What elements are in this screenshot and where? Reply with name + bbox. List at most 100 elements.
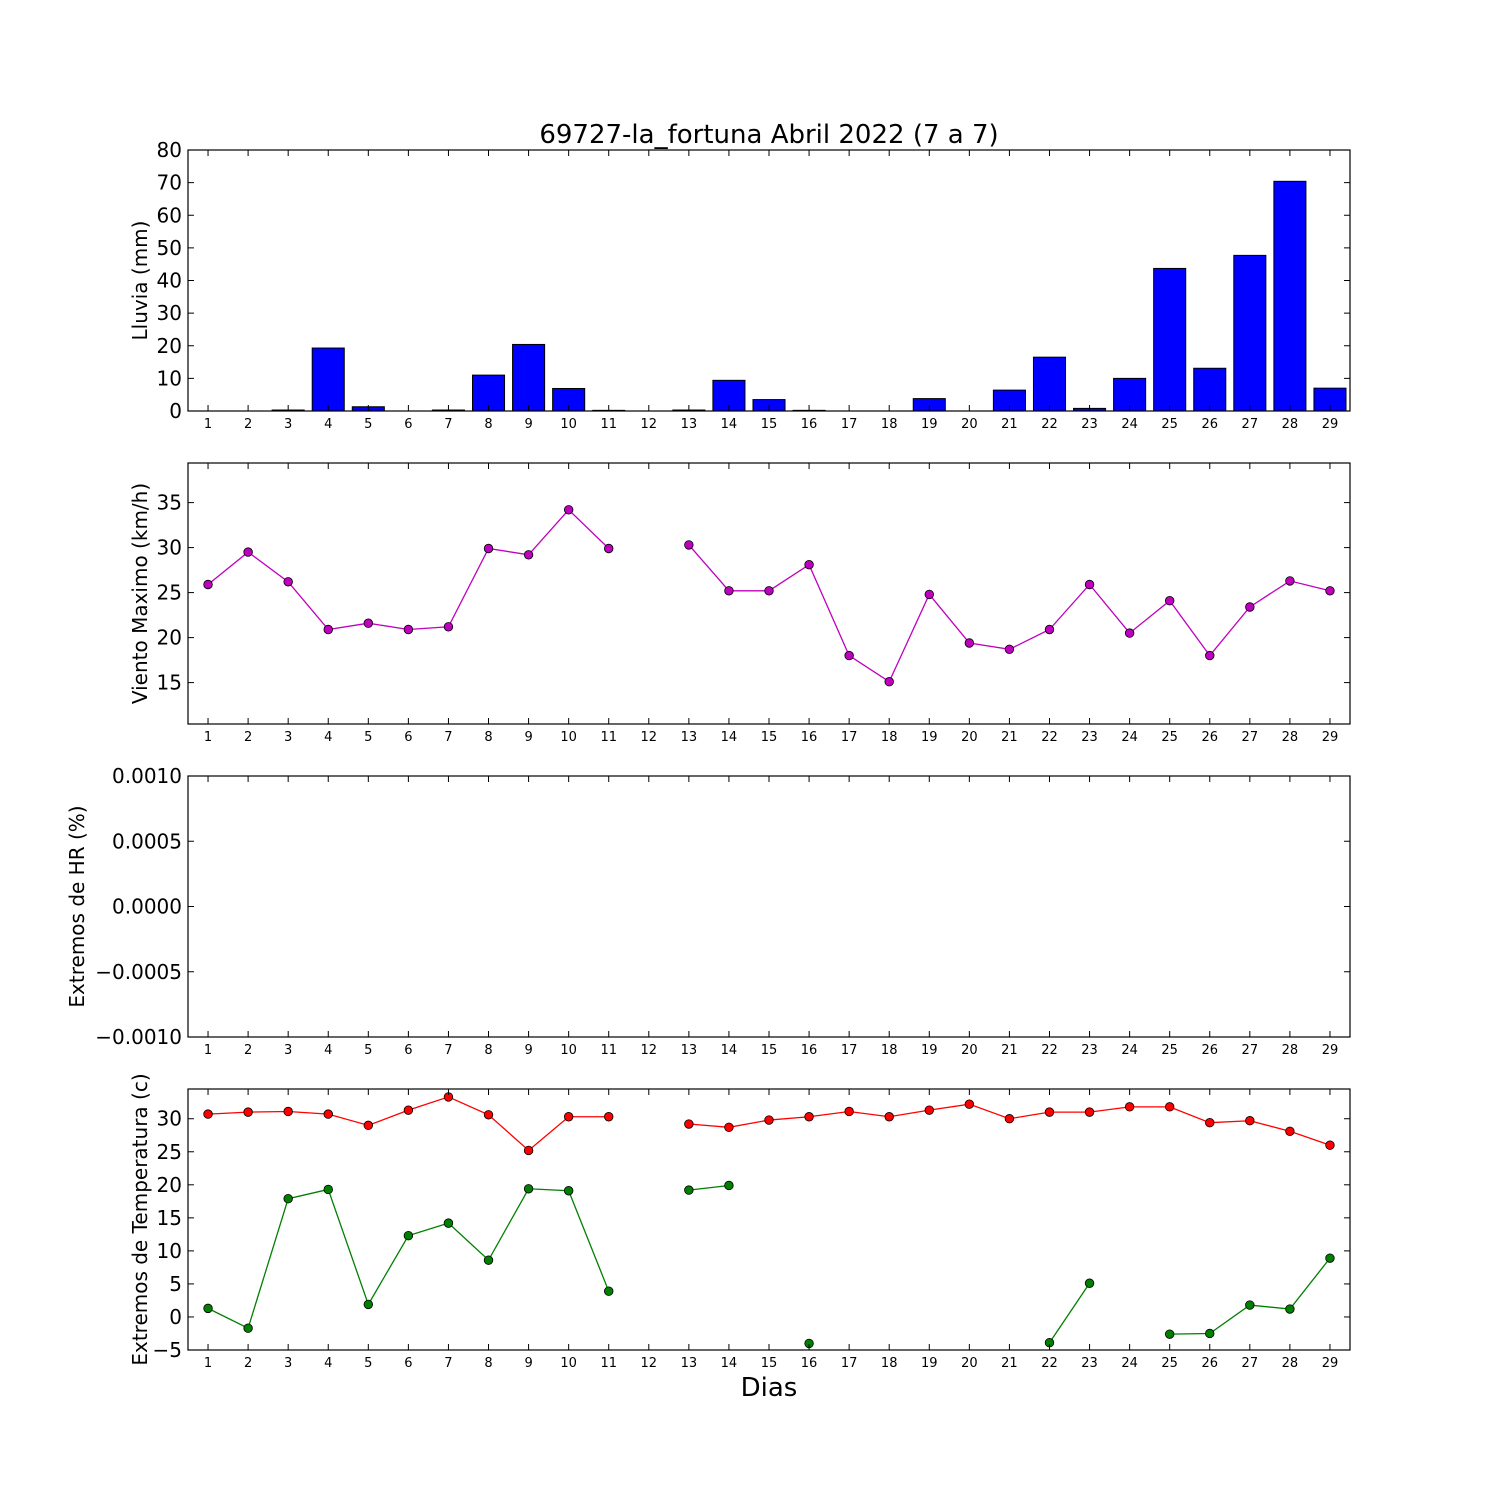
x-tick-label: 18 <box>881 417 898 432</box>
y-tick-label: 50 <box>157 236 182 260</box>
data-point <box>684 1185 694 1195</box>
y-tick-label: 35 <box>157 491 182 515</box>
data-point <box>1325 586 1335 596</box>
data-point <box>604 1286 614 1296</box>
y-tick-label: 15 <box>157 671 182 695</box>
x-tick-label: 6 <box>404 417 412 432</box>
data-point <box>1044 1107 1055 1117</box>
data-point <box>1205 1117 1215 1128</box>
x-tick-label: 17 <box>841 730 858 745</box>
y-tick-label: 25 <box>157 1140 182 1164</box>
x-tick-label: 25 <box>1161 1043 1178 1058</box>
x-tick-label: 28 <box>1282 730 1299 745</box>
y-tick-label: 20 <box>157 626 182 650</box>
x-tick-label: 18 <box>881 730 898 745</box>
data-point <box>323 1109 333 1119</box>
series-line <box>688 1103 1331 1146</box>
y-tick-label: 0.0010 <box>112 764 182 788</box>
x-tick-label: 2 <box>244 730 252 745</box>
x-tick-label: 15 <box>761 730 778 745</box>
y-tick-label: 10 <box>157 1239 182 1263</box>
data-point <box>443 622 454 632</box>
x-tick-label: 24 <box>1121 1043 1138 1058</box>
x-tick-label: 13 <box>681 1043 698 1058</box>
x-tick-label: 8 <box>484 417 492 432</box>
y-tick-label: 30 <box>157 1107 182 1131</box>
data-point <box>764 586 774 596</box>
data-point <box>363 1299 374 1310</box>
data-point <box>924 589 934 600</box>
y-tick-label: 25 <box>157 581 182 605</box>
data-point <box>724 1180 734 1191</box>
data-point <box>1124 1102 1135 1112</box>
x-tick-label: 2 <box>244 1043 252 1058</box>
data-point <box>1004 644 1015 655</box>
x-tick-label: 22 <box>1041 1356 1058 1371</box>
data-point <box>1285 576 1295 586</box>
x-tick-label: 22 <box>1041 1043 1058 1058</box>
x-tick-label: 15 <box>761 1356 778 1371</box>
data-point <box>1044 624 1055 635</box>
data-point <box>1285 1304 1295 1314</box>
x-tick-label: 24 <box>1121 417 1138 432</box>
data-point <box>1245 1300 1255 1310</box>
data-point <box>1084 1107 1095 1117</box>
y-tick-label: 10 <box>157 366 182 390</box>
x-tick-label: 4 <box>324 1043 332 1058</box>
x-tick-label: 14 <box>721 1356 738 1371</box>
x-tick-label: 1 <box>204 417 212 432</box>
x-tick-label: 29 <box>1322 1356 1339 1371</box>
data-point <box>924 1105 934 1115</box>
x-tick-label: 22 <box>1041 730 1058 745</box>
x-tick-label: 11 <box>600 1043 617 1058</box>
series-line <box>688 544 1331 683</box>
x-tick-label: 27 <box>1242 730 1259 745</box>
x-tick-label: 21 <box>1001 417 1018 432</box>
data-point <box>964 1099 975 1109</box>
x-tick-label: 10 <box>560 1356 577 1371</box>
x-tick-label: 17 <box>841 1356 858 1371</box>
y-tick-label: 30 <box>157 301 182 325</box>
data-point <box>684 540 694 550</box>
x-tick-label: 20 <box>961 730 978 745</box>
data-point <box>604 543 614 554</box>
x-tick-label: 21 <box>1001 1043 1018 1058</box>
data-point <box>724 1122 734 1133</box>
x-tick-label: 17 <box>841 417 858 432</box>
y-axis-label: Lluvia (mm) <box>128 221 152 341</box>
data-point <box>483 543 494 554</box>
x-tick-label: 21 <box>1001 730 1018 745</box>
x-tick-label: 19 <box>921 417 938 432</box>
x-tick-label: 17 <box>841 1043 858 1058</box>
x-tick-label: 26 <box>1201 730 1218 745</box>
x-tick-label: 28 <box>1282 1043 1299 1058</box>
x-tick-label: 13 <box>681 730 698 745</box>
y-tick-label: 0 <box>169 399 182 423</box>
rain-bar <box>1153 267 1187 412</box>
x-tick-label: 19 <box>921 1043 938 1058</box>
x-tick-label: 5 <box>364 417 372 432</box>
x-tick-label: 1 <box>204 1043 212 1058</box>
series-line <box>1048 1282 1091 1344</box>
rain-bar <box>1273 180 1307 412</box>
series-line <box>207 1188 610 1330</box>
data-point <box>323 1184 333 1195</box>
x-tick-label: 27 <box>1242 417 1259 432</box>
data-point <box>483 1110 494 1120</box>
data-point <box>283 1193 293 1204</box>
data-point <box>203 579 213 590</box>
x-tick-label: 7 <box>444 1356 452 1371</box>
x-tick-label: 22 <box>1041 417 1058 432</box>
data-point <box>363 1120 374 1131</box>
x-tick-label: 27 <box>1242 1043 1259 1058</box>
data-point <box>523 550 534 560</box>
x-tick-label: 7 <box>444 417 452 432</box>
x-tick-label: 5 <box>364 1356 372 1371</box>
series-line <box>207 1096 609 1152</box>
x-tick-label: 13 <box>681 1356 698 1371</box>
series-line <box>1169 1257 1331 1335</box>
data-point <box>323 624 333 635</box>
data-point <box>1164 596 1175 606</box>
data-point <box>1285 1126 1295 1136</box>
